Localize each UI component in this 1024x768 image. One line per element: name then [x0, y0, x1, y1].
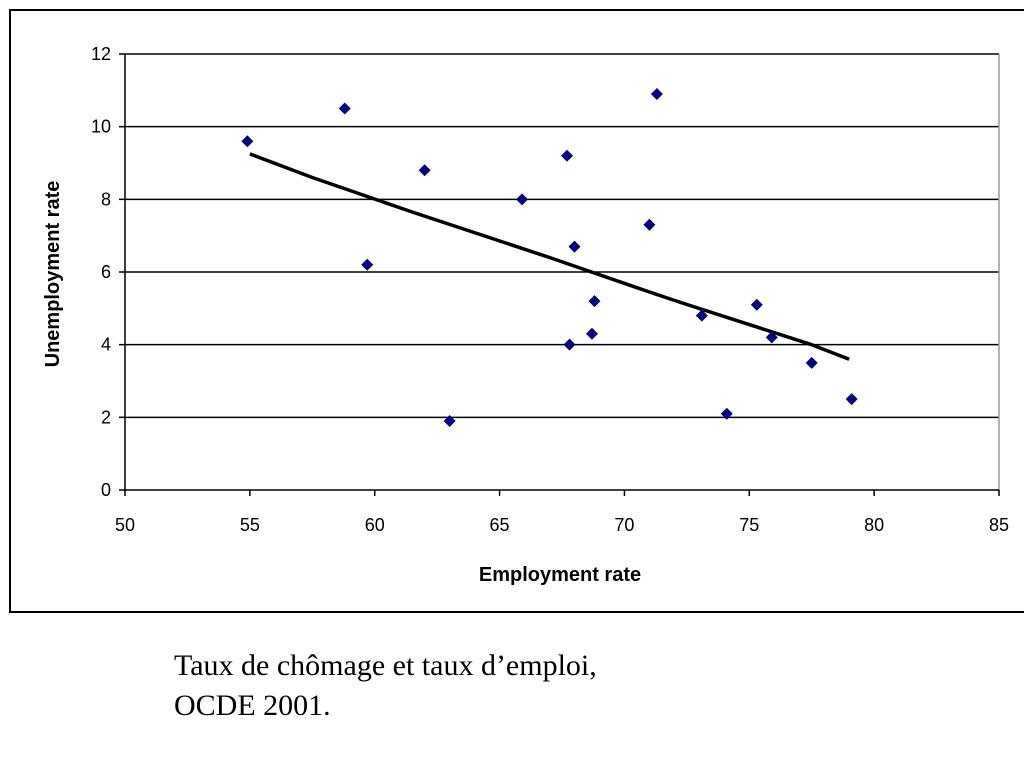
data-point — [765, 331, 778, 344]
x-tick-label: 55 — [240, 515, 260, 535]
data-point — [585, 327, 598, 340]
trendline — [249, 152, 850, 361]
caption-line-1: Taux de chômage et taux d’emploi, — [174, 649, 597, 682]
data-point — [516, 193, 529, 206]
axes — [119, 53, 1000, 496]
data-point — [338, 102, 351, 115]
y-axis-title: Unemployment rate — [42, 181, 64, 368]
grid-lines — [125, 53, 1000, 490]
x-tick-label: 85 — [989, 515, 1009, 535]
data-point — [650, 87, 663, 100]
x-tick-label: 60 — [365, 515, 385, 535]
data-point — [563, 338, 576, 351]
x-axis-title: Employment rate — [479, 564, 641, 586]
data-point — [695, 309, 708, 322]
data-point — [568, 240, 581, 253]
x-tick-label: 70 — [614, 515, 634, 535]
x-tick-label: 75 — [739, 515, 759, 535]
scatter-chart: 0 2 4 6 8 10 12 50 55 60 65 70 75 80 85 Employment rat… — [42, 44, 1009, 586]
y-tick-label: 2 — [101, 407, 111, 427]
y-tick-label: 10 — [91, 117, 111, 137]
y-tick-label: 6 — [101, 262, 111, 282]
y-tick-label: 12 — [91, 44, 111, 64]
data-point — [418, 164, 431, 177]
y-tick-label: 8 — [101, 189, 111, 209]
data-point — [643, 218, 656, 231]
x-tick-label: 65 — [490, 515, 510, 535]
data-point — [560, 149, 573, 162]
x-tick-label: 80 — [864, 515, 884, 535]
data-point — [588, 295, 601, 308]
data-points — [241, 87, 858, 427]
y-tick-label: 4 — [101, 335, 111, 355]
caption-line-2: OCDE 2001. — [174, 689, 331, 722]
data-point — [750, 298, 763, 311]
data-point — [443, 414, 456, 427]
trendline-layer — [249, 152, 850, 361]
data-point — [845, 393, 858, 406]
figure-caption: Taux de chômage et taux d’emploi, OCDE 2… — [174, 646, 597, 726]
data-point — [241, 135, 254, 148]
data-point — [720, 407, 733, 420]
y-tick-label: 0 — [101, 480, 111, 500]
data-point — [805, 356, 818, 369]
data-point — [361, 258, 374, 271]
tick-labels: 0 2 4 6 8 10 12 50 55 60 65 70 75 80 85 — [91, 44, 1009, 535]
x-tick-label: 50 — [115, 515, 135, 535]
chart-frame: 0 2 4 6 8 10 12 50 55 60 65 70 75 80 85 Employment rat… — [9, 9, 1024, 613]
